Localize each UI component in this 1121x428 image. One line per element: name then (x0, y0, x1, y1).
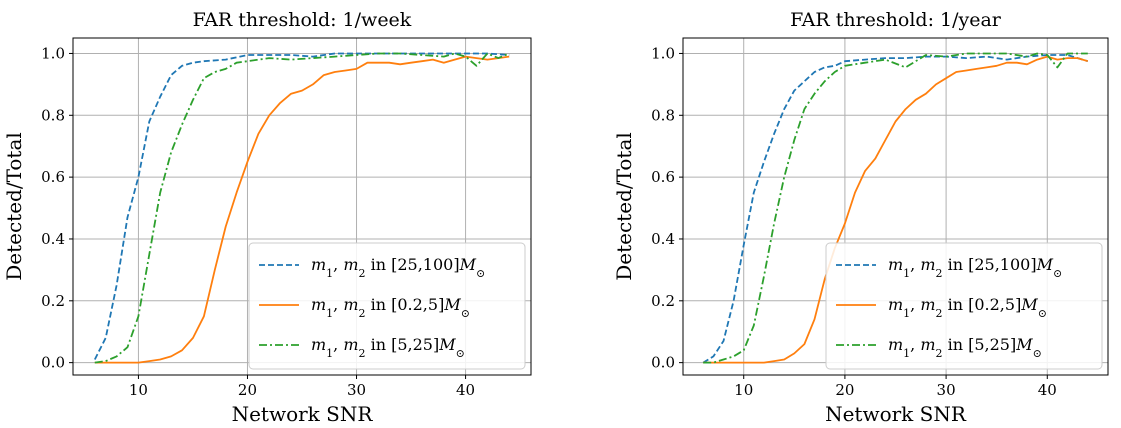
series-line-0 (702, 54, 1089, 364)
x-tick-label: 40 (1038, 381, 1057, 399)
x-tick-label: 30 (347, 381, 366, 399)
y-tick-label: 0.2 (651, 292, 675, 310)
series-line-0 (93, 52, 510, 360)
series-line-1 (94, 55, 510, 364)
y-tick-label: 0.8 (41, 106, 65, 124)
legend: m1, m2 in [25,100]M⊙ m1, m2 in [0.2,5]M⊙ m… (248, 242, 526, 370)
y-tick-label: 0.8 (651, 106, 675, 124)
legend: m1, m2 in [25,100]M⊙ m1, m2 in [0.2,5]M⊙ m… (825, 242, 1103, 370)
legend-entry-2: m1, m2 in [5,25]M⊙ (888, 335, 1042, 360)
y-axis-label: Detected/Total (612, 132, 636, 281)
x-axis-label: Network SNR (232, 402, 374, 426)
y-tick-label: 0.0 (651, 354, 675, 372)
y-tick-label: 0.6 (41, 168, 65, 186)
legend-entry-1: m1, m2 in [0.2,5]M⊙ (311, 295, 470, 320)
y-tick-label: 0.6 (651, 168, 675, 186)
x-tick-label: 20 (835, 381, 854, 399)
y-axis-label: Detected/Total (2, 132, 26, 281)
y-tick-label: 0.0 (41, 354, 65, 372)
legend-entry-2: m1, m2 in [5,25]M⊙ (311, 335, 465, 360)
x-tick-label: 40 (456, 381, 475, 399)
chart-panel-far-year: 10 20 30 40 0.0 0.2 0.4 0.6 0.8 1.0 FAR threshold:… (612, 9, 1109, 426)
series-line-2 (703, 52, 1088, 364)
plot-frame (682, 37, 1109, 376)
y-tick-label: 0.2 (41, 292, 65, 310)
legend-box (825, 242, 1103, 370)
x-tick-label: 10 (129, 381, 148, 399)
legend-entry-0: m1, m2 in [25,100]M⊙ (311, 255, 485, 280)
legend-entry-1: m1, m2 in [0.2,5]M⊙ (888, 295, 1047, 320)
series-line-1 (703, 55, 1089, 364)
x-tick-label: 20 (238, 381, 257, 399)
chart-title: FAR threshold: 1/year (790, 9, 1002, 31)
legend-entry-0: m1, m2 in [25,100]M⊙ (888, 255, 1062, 280)
y-tick-label: 0.4 (41, 230, 65, 248)
x-axis-label: Network SNR (825, 402, 967, 426)
chart-panel-far-week: 10 20 30 40 0.0 0.2 0.4 0.6 0.8 1.0 FAR threshold:… (2, 9, 532, 426)
y-tick-label: 1.0 (41, 44, 65, 62)
legend-box (248, 242, 526, 370)
x-tick-label: 10 (734, 381, 753, 399)
y-tick-label: 1.0 (651, 44, 675, 62)
y-tick-label: 0.4 (651, 230, 675, 248)
chart-title: FAR threshold: 1/week (193, 9, 412, 31)
plot-frame (72, 37, 532, 376)
x-tick-label: 30 (937, 381, 956, 399)
